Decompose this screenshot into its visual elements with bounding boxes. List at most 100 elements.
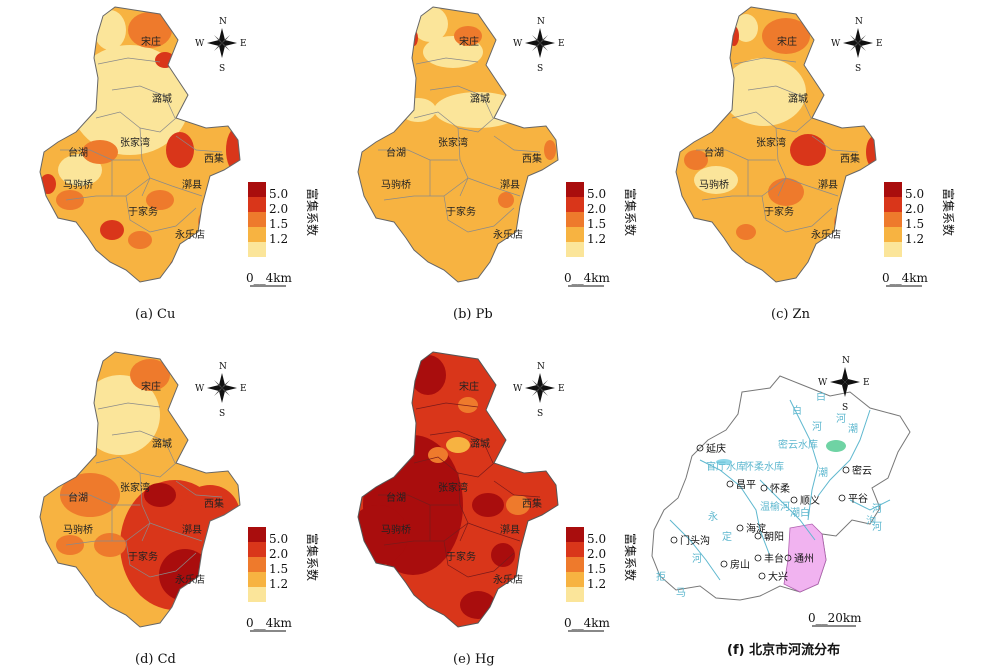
compass-e: E	[240, 384, 247, 394]
panel-caption: (a) Cu	[135, 307, 175, 322]
legend-swatch	[248, 197, 266, 212]
legend-swatch	[248, 542, 266, 557]
legend-title: 富集系数	[305, 533, 320, 581]
compass-icon: N S E W	[513, 17, 565, 74]
compass-s: S	[537, 64, 543, 74]
place-label: 台湖	[704, 146, 724, 159]
legend-level: 1.2	[905, 232, 924, 246]
legend: 5.02.01.51.2 富集系数	[248, 527, 320, 602]
river-label: 河	[812, 421, 822, 433]
legend-level: 2.0	[587, 547, 606, 561]
beijing-rivers	[669, 399, 891, 581]
river-label: 白	[792, 404, 802, 417]
river-label: 怀柔水库	[744, 460, 784, 473]
legend-swatch	[566, 242, 584, 257]
miyun-reservoir	[826, 440, 846, 452]
river-label: 潮	[818, 466, 828, 479]
legend-level: 2.0	[587, 202, 606, 216]
compass-n: N	[219, 17, 227, 27]
city-label: 延庆	[706, 442, 726, 455]
river-label: 温榆河	[760, 500, 790, 513]
legend-level: 2.0	[269, 547, 288, 561]
city-marker-icon	[754, 532, 762, 540]
place-label: 潞城	[470, 437, 490, 450]
compass-icon: N S E W	[513, 362, 565, 419]
compass-w: W	[513, 39, 523, 49]
scale-bar: 0__4km	[564, 616, 611, 632]
city-label: 昌平	[736, 479, 756, 491]
river-label: 永	[708, 510, 718, 523]
compass-s: S	[842, 403, 848, 413]
river-label: 河	[872, 521, 882, 533]
place-label: 于家务	[764, 205, 794, 218]
place-label: 宋庄	[459, 35, 479, 48]
place-label: 漷县	[500, 179, 520, 191]
city-label: 房山	[730, 558, 750, 571]
place-label: 漷县	[182, 524, 202, 536]
compass-s: S	[219, 64, 225, 74]
place-label: 潞城	[788, 92, 808, 105]
scale-label: 0__4km	[246, 616, 293, 630]
legend-level: 1.5	[587, 562, 606, 576]
city-marker-icon	[696, 444, 704, 452]
legend-swatch	[566, 572, 584, 587]
scale-label: 0__4km	[246, 271, 293, 285]
place-label: 张家湾	[756, 136, 786, 149]
river-label: 定	[722, 530, 732, 543]
compass-n: N	[537, 17, 545, 27]
place-label: 马驹桥	[699, 178, 729, 191]
river-label: 马	[676, 587, 686, 599]
legend-level: 5.0	[269, 532, 288, 546]
place-label: 张家湾	[438, 481, 468, 494]
legend-level: 2.0	[905, 202, 924, 216]
legend-swatch	[566, 227, 584, 242]
legend-swatch	[884, 227, 902, 242]
city-label: 怀柔	[770, 483, 790, 495]
river-label: 拒	[656, 570, 666, 583]
legend: 5.02.01.51.2 富集系数	[566, 527, 638, 602]
city-marker-icon	[736, 524, 744, 532]
river-label: 白	[816, 390, 826, 403]
compass-n: N	[219, 362, 227, 372]
place-label: 张家湾	[120, 481, 150, 494]
compass-e: E	[876, 39, 883, 49]
legend-swatch	[248, 242, 266, 257]
place-label: 西集	[204, 152, 224, 165]
city-label: 密云	[852, 464, 872, 477]
place-label: 潞城	[152, 92, 172, 105]
legend-level: 1.2	[269, 232, 288, 246]
compass-icon: N S E W	[195, 17, 247, 74]
panel-caption: (d) Cd	[135, 652, 176, 667]
legend-level: 5.0	[587, 532, 606, 546]
place-label: 西集	[522, 152, 542, 165]
place-label: 张家湾	[438, 136, 468, 149]
compass-n: N	[842, 356, 850, 366]
city-label: 通州	[794, 553, 814, 565]
scale-bar: 0__4km	[246, 271, 293, 287]
compass-icon: N S E W	[818, 356, 870, 413]
city-marker-icon	[726, 480, 734, 488]
legend-level: 5.0	[587, 187, 606, 201]
river-label: 河	[872, 503, 882, 515]
tongzhou-area	[783, 523, 827, 593]
compass-s: S	[219, 409, 225, 419]
city-marker-icon	[790, 496, 798, 504]
panel-caption: (c) Zn	[771, 307, 811, 322]
compass-e: E	[558, 384, 565, 394]
scale-label: 0__4km	[564, 271, 611, 285]
legend-level: 1.5	[905, 217, 924, 231]
legend-swatch	[248, 572, 266, 587]
legend-swatch	[566, 212, 584, 227]
place-label: 马驹桥	[63, 178, 93, 191]
place-label: 马驹桥	[381, 523, 411, 536]
legend-level: 1.2	[587, 232, 606, 246]
city-marker-icon	[720, 560, 728, 568]
river-label: 官厅水库	[706, 460, 746, 473]
river-label: 河	[692, 553, 702, 565]
legend-swatch	[248, 227, 266, 242]
